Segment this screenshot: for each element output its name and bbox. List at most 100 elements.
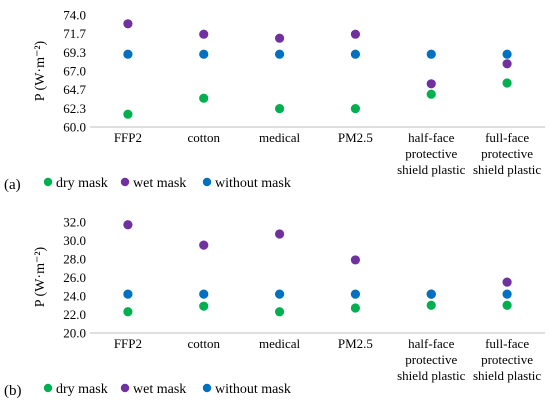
point-wet-mask — [350, 29, 361, 39]
point-wet-mask — [123, 19, 133, 29]
legend-marker-dry-mask — [43, 383, 53, 393]
point-wet-mask — [426, 79, 436, 89]
point-without-mask — [350, 289, 361, 299]
legend-marker-wet-mask — [120, 177, 130, 187]
x-category-label-line: medical — [259, 130, 301, 145]
x-category-label: half-face protective shield plastic — [397, 336, 465, 383]
y-axis-label: P (W·m⁻²) — [33, 40, 48, 101]
legend-label-dry-mask: dry mask — [56, 176, 108, 191]
x-category-label-line: shield plastic — [397, 368, 465, 383]
x-category-label: medical — [259, 130, 301, 145]
panel-label: (a) — [4, 177, 21, 193]
x-category-label: PM2.5 — [338, 130, 373, 145]
point-wet-mask — [502, 59, 512, 69]
point-dry-mask — [426, 89, 436, 99]
point-dry-mask — [274, 307, 285, 317]
point-without-mask — [199, 289, 209, 299]
point-without-mask — [123, 289, 133, 299]
legend-marker-without-mask — [202, 383, 212, 393]
x-category-label: medical — [259, 336, 301, 351]
point-dry-mask — [502, 300, 512, 310]
y-tick-label: 62.3 — [63, 101, 86, 116]
point-without-mask — [199, 49, 209, 59]
x-category-label-line: protective — [481, 352, 533, 367]
x-category-label: cotton — [188, 130, 221, 145]
point-dry-mask — [123, 307, 133, 317]
point-without-mask — [123, 49, 133, 59]
point-wet-mask — [274, 33, 285, 43]
legend-marker-dry-mask — [43, 177, 53, 187]
y-tick-label: 30.0 — [63, 233, 86, 248]
x-category-label: full-face protective shield plastic — [473, 130, 541, 177]
point-wet-mask — [199, 240, 209, 250]
point-dry-mask — [199, 301, 209, 311]
x-category-label-line: full-face — [485, 130, 529, 145]
x-category-label-line: cotton — [188, 336, 221, 351]
x-category-label: cotton — [188, 336, 221, 351]
y-tick-label: 22.0 — [63, 307, 86, 322]
legend-label-wet-mask: wet mask — [133, 176, 186, 191]
point-without-mask — [426, 289, 436, 299]
y-tick-label: 74.0 — [63, 8, 86, 23]
panel-label: (b) — [4, 383, 22, 399]
y-tick-label: 32.0 — [63, 215, 86, 230]
x-category-label-line: shield plastic — [473, 368, 541, 383]
y-tick-label: 67.0 — [63, 64, 86, 79]
x-category-label-line: half-face — [408, 336, 454, 351]
point-dry-mask — [350, 104, 361, 114]
x-category-label-line: cotton — [188, 130, 221, 145]
point-dry-mask — [199, 93, 209, 103]
point-dry-mask — [123, 109, 133, 119]
legend-marker-without-mask — [202, 177, 212, 187]
x-category-label-line: FFP2 — [114, 130, 142, 145]
x-category-label-line: protective — [405, 352, 457, 367]
x-category-label-line: protective — [481, 146, 533, 161]
x-category-label-line: protective — [405, 146, 457, 161]
x-category-label: FFP2 — [114, 130, 142, 145]
x-category-label-line: shield plastic — [397, 162, 465, 177]
legend-label-dry-mask: dry mask — [56, 382, 108, 397]
x-category-label: FFP2 — [114, 336, 142, 351]
legend-label-wet-mask: wet mask — [133, 382, 186, 397]
legend-label-without-mask: without mask — [215, 176, 291, 191]
legend-label-without-mask: without mask — [215, 382, 291, 397]
x-category-label-line: FFP2 — [114, 336, 142, 351]
y-tick-label: 71.7 — [63, 26, 86, 41]
point-wet-mask — [274, 229, 285, 239]
y-tick-label: 24.0 — [63, 289, 86, 304]
x-category-label: full-face protective shield plastic — [473, 336, 541, 383]
point-wet-mask — [502, 277, 512, 287]
point-dry-mask — [426, 300, 436, 310]
point-dry-mask — [502, 78, 512, 88]
y-tick-label: 64.7 — [63, 82, 86, 97]
y-axis-label: P (W·m⁻²) — [33, 246, 48, 307]
point-wet-mask — [199, 29, 209, 39]
x-category-label-line: full-face — [485, 336, 529, 351]
point-without-mask — [274, 289, 285, 299]
point-dry-mask — [350, 303, 361, 313]
point-without-mask — [502, 289, 512, 299]
x-category-label-line: half-face — [408, 130, 454, 145]
x-category-label: half-face protective shield plastic — [397, 130, 465, 177]
x-category-label-line: PM2.5 — [338, 130, 373, 145]
legend-marker-wet-mask — [120, 383, 130, 393]
chart-panel-2: 32.0 30.0 28.0 26.0 24.0 22.0 20.0 P (W·m⁻²) FFP… — [4, 215, 545, 399]
x-category-label-line: medical — [259, 336, 301, 351]
x-category-label-line: PM2.5 — [338, 336, 373, 351]
point-dry-mask — [274, 104, 285, 114]
chart-panel-1: 74.0 71.7 69.3 67.0 64.7 62.3 60.0 P (W·m⁻²) FFP… — [4, 8, 545, 193]
y-tick-label: 28.0 — [63, 252, 86, 267]
y-tick-label: 26.0 — [63, 270, 86, 285]
point-wet-mask — [350, 255, 361, 265]
point-without-mask — [274, 49, 285, 59]
point-without-mask — [426, 49, 436, 59]
x-category-label-line: shield plastic — [473, 162, 541, 177]
y-tick-label: 60.0 — [63, 120, 86, 135]
point-without-mask — [350, 49, 361, 59]
point-without-mask — [502, 49, 512, 59]
y-tick-label: 69.3 — [63, 45, 86, 60]
x-category-label: PM2.5 — [338, 336, 373, 351]
point-wet-mask — [123, 220, 133, 230]
y-tick-label: 20.0 — [63, 326, 86, 341]
